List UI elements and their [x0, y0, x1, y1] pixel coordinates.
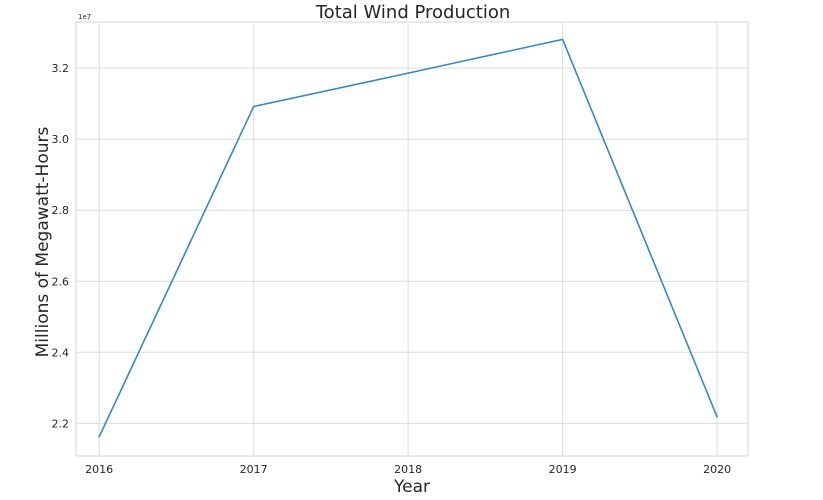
tick-labels: 2016 2017 2018 2019 2020 2.2 2.4 2.6 2.8 3.0 3.2 — [52, 62, 732, 476]
x-tick-label: 2020 — [703, 463, 731, 476]
x-axis-label: Year — [393, 477, 430, 496]
x-tick-label: 2019 — [549, 463, 577, 476]
axes-frame — [75, 21, 749, 457]
y-tick-label: 2.2 — [52, 417, 70, 430]
y-tick-label: 2.6 — [52, 275, 70, 288]
y-tick-label: 2.8 — [52, 204, 70, 217]
x-tick-label: 2017 — [240, 463, 268, 476]
data-point — [252, 105, 255, 108]
x-tick-label: 2018 — [394, 463, 422, 476]
data-point — [561, 38, 564, 41]
data-point — [98, 436, 100, 438]
data-point — [407, 72, 409, 74]
x-tick-label: 2016 — [85, 463, 113, 476]
grid — [76, 22, 748, 456]
data-point — [716, 416, 718, 418]
y-tick-label: 3.0 — [52, 133, 70, 146]
y-axis-offset-label: 1e7 — [78, 13, 91, 21]
y-axis-label: Millions of Megawatt-Hours — [33, 127, 53, 358]
data-series — [98, 38, 718, 438]
plot-frame — [75, 21, 749, 457]
y-tick-label: 2.4 — [52, 346, 70, 359]
y-tick-label: 3.2 — [52, 62, 70, 75]
chart-title: Total Wind Production — [315, 2, 510, 23]
